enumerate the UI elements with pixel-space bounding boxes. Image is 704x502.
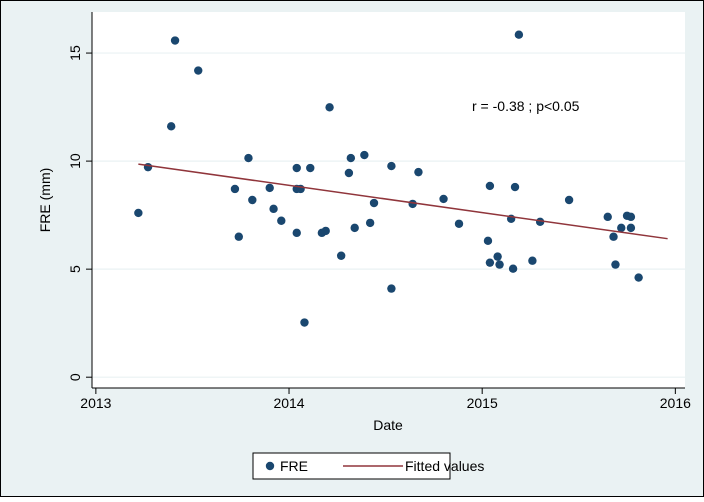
data-point	[603, 212, 612, 222]
y-tick-label: 0	[67, 373, 83, 381]
data-point	[514, 30, 524, 39]
annotation: r = -0.38 ; p<0.05	[472, 98, 580, 114]
y-tick-label: 10	[67, 153, 83, 169]
data-point	[485, 181, 495, 191]
data-point	[244, 153, 253, 163]
data-point	[564, 195, 574, 205]
data-point	[454, 219, 464, 228]
data-point	[248, 195, 257, 205]
data-point	[483, 236, 493, 246]
data-point	[439, 194, 448, 204]
data-point	[609, 232, 618, 241]
data-point	[510, 182, 520, 192]
data-point	[350, 223, 359, 233]
data-point	[269, 204, 278, 214]
data-point	[344, 168, 354, 178]
data-point	[414, 167, 423, 177]
data-point	[611, 260, 620, 269]
fitted-line	[138, 163, 668, 240]
data-point	[387, 161, 396, 171]
data-point	[528, 256, 537, 265]
data-point	[626, 223, 636, 233]
legend-label: FRE	[280, 458, 308, 474]
data-point	[493, 252, 502, 261]
x-tick-label: 2015	[467, 395, 498, 411]
data-point	[292, 163, 301, 173]
data-point	[321, 226, 330, 236]
data-point	[143, 162, 153, 172]
x-tick-label: 2014	[273, 395, 304, 411]
data-point	[495, 260, 504, 269]
legend-label: Fitted values	[405, 458, 484, 474]
data-point	[508, 264, 518, 273]
data-point	[634, 273, 643, 282]
data-point	[234, 232, 244, 241]
y-tick-label: 15	[67, 45, 83, 61]
data-point	[336, 251, 346, 260]
data-point	[360, 150, 369, 160]
data-point	[230, 184, 240, 194]
data-point	[617, 223, 626, 233]
data-point	[170, 36, 180, 45]
data-point	[325, 103, 334, 112]
x-tick-label: 2013	[80, 395, 111, 411]
data-point	[300, 318, 309, 327]
data-point	[346, 153, 356, 163]
data-point	[194, 66, 203, 75]
data-point	[306, 163, 315, 173]
data-point	[387, 284, 396, 293]
data-point	[134, 208, 143, 218]
data-point	[365, 218, 375, 228]
y-axis-title: FRE (mm)	[37, 168, 53, 233]
y-tick-label: 5	[67, 265, 83, 273]
data-point	[265, 183, 274, 193]
data-point	[166, 122, 176, 131]
data-point	[292, 228, 301, 238]
x-tick-label: 2016	[660, 395, 691, 411]
data-point	[626, 212, 636, 222]
data-point	[369, 198, 379, 208]
x-axis-title: Date	[373, 417, 403, 433]
legend-marker	[265, 461, 275, 471]
data-point	[485, 258, 495, 267]
data-point	[277, 216, 286, 225]
